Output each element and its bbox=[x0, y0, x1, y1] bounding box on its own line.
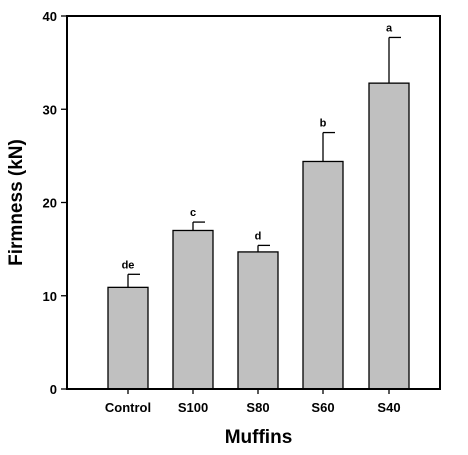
bar-s100 bbox=[172, 229, 214, 390]
significance-label: b bbox=[320, 118, 327, 130]
x-axis: Control S100 S80 S60 S40 bbox=[105, 389, 401, 415]
significance-label: d bbox=[255, 230, 262, 242]
plot-frame bbox=[66, 15, 441, 390]
bar-s80 bbox=[237, 251, 279, 390]
x-tick-label: S80 bbox=[246, 400, 269, 415]
y-tick-label: 0 bbox=[50, 382, 57, 397]
y-axis-title: Firmness (kN) bbox=[6, 139, 27, 266]
x-tick-label: S40 bbox=[377, 400, 400, 415]
significance-labels-group: de c d b a bbox=[122, 22, 393, 271]
bar-s60 bbox=[302, 160, 344, 390]
x-tick-label: S100 bbox=[178, 400, 208, 415]
significance-label: a bbox=[386, 22, 393, 34]
y-tick-label: 20 bbox=[43, 196, 57, 211]
x-axis-title: Muffins bbox=[225, 427, 293, 448]
y-tick-label: 40 bbox=[43, 9, 57, 24]
y-tick-label: 30 bbox=[43, 102, 57, 117]
significance-label: c bbox=[190, 207, 196, 219]
error-bars-group bbox=[127, 36, 401, 288]
significance-label: de bbox=[122, 259, 135, 271]
bar-control bbox=[107, 286, 149, 390]
x-tick-label: Control bbox=[105, 400, 151, 415]
x-tick-label: S60 bbox=[311, 400, 334, 415]
y-tick-label: 10 bbox=[43, 289, 57, 304]
y-axis: 0 10 20 30 40 bbox=[43, 9, 67, 397]
bar-s40 bbox=[368, 82, 410, 390]
